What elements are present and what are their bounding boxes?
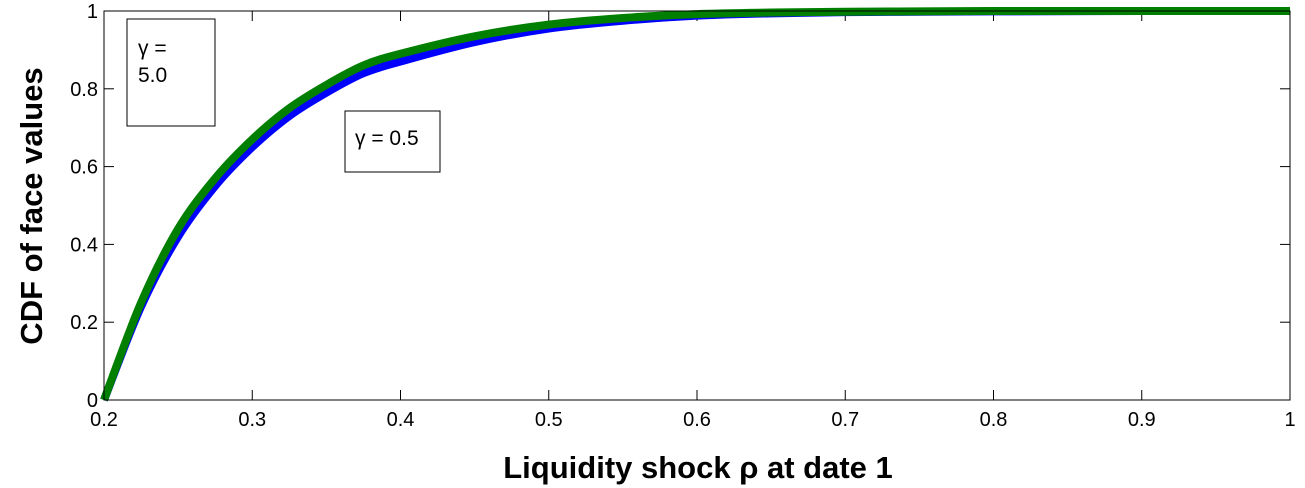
y-tick-label: 0 (87, 390, 98, 412)
series-line-1 (100, 6, 1290, 402)
x-tick-label: 0.9 (1128, 409, 1156, 431)
annotation-gamma-5-line1: γ = (138, 37, 167, 60)
x-tick-label: 0.5 (535, 409, 563, 431)
x-tick-label: 0.4 (387, 409, 415, 431)
series-line-0 (100, 6, 1291, 402)
y-tick-label: 0.8 (70, 79, 98, 101)
y-tick-label: 0.6 (70, 157, 98, 179)
y-axis-title: CDF of face values (14, 67, 49, 344)
annotation-gamma-05-line1: γ = 0.5 (355, 127, 419, 150)
x-tick-label: 0.6 (683, 409, 711, 431)
plot-frame (103, 10, 1291, 401)
y-tick-label: 0.2 (70, 312, 98, 334)
annotation-gamma-5-box (126, 18, 216, 127)
series-layer (100, 6, 1291, 402)
x-tick-label: 0.7 (831, 409, 859, 431)
ticks-layer: 0.2 0.3 0.4 0.5 0.6 0.7 0.8 0.9 100.20.40.60.81 (70, 1, 1295, 431)
annotation-gamma-05: γ = 0.5 (344, 110, 441, 173)
x-tick-label: 0.3 (238, 409, 266, 431)
annotation-layer: γ = 5.0 γ = 0.5 (126, 18, 441, 173)
annotation-gamma-5-line2: 5.0 (138, 64, 167, 87)
x-tick-label: 0.2 (90, 409, 118, 431)
annotation-gamma-05-box (344, 110, 441, 173)
y-tick-label: 0.4 (70, 234, 98, 256)
y-tick-label: 1 (87, 1, 98, 23)
x-axis-title: Liquidity shock ρ at date 1 (503, 450, 893, 485)
annotation-gamma-5: γ = 5.0 (126, 18, 216, 127)
x-tick-label: 1 (1284, 409, 1295, 431)
x-tick-label: 0.8 (980, 409, 1008, 431)
